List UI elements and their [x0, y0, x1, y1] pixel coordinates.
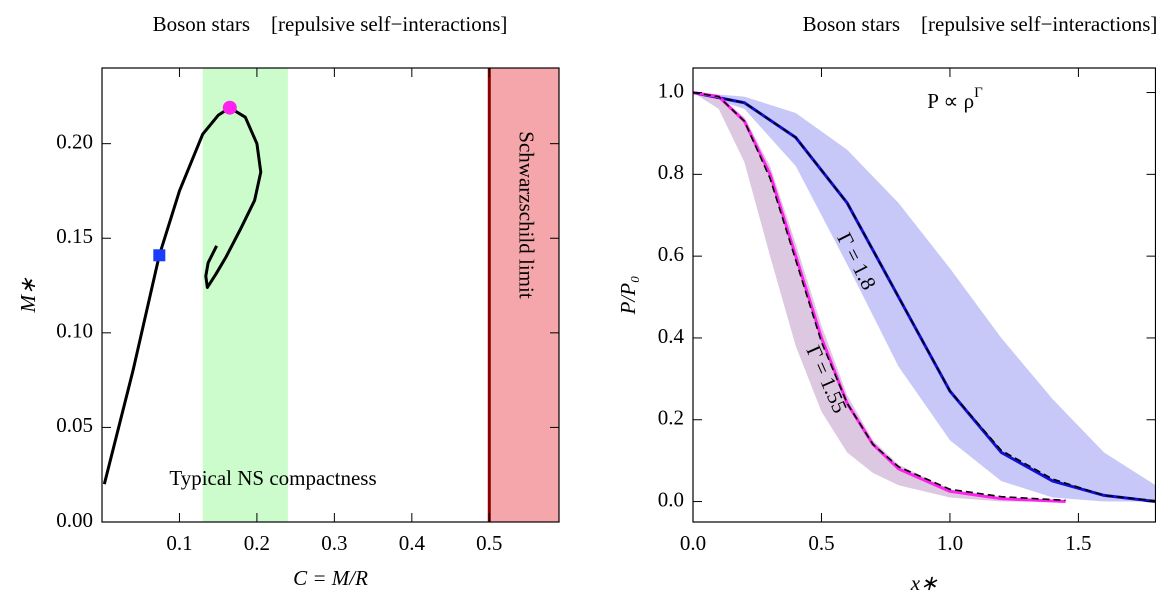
- shaded-region: [489, 68, 559, 522]
- x-tick-label: 1.0: [937, 531, 963, 555]
- y-axis-label: P/P₀: [616, 276, 640, 316]
- plot-area: [693, 91, 1155, 504]
- y-tick-label: 0.15: [56, 224, 93, 248]
- x-axis-label: x∗: [910, 571, 938, 594]
- y-tick-label: 0.05: [56, 413, 93, 437]
- curve: [102, 106, 263, 485]
- y-axis-label: M∗: [16, 277, 40, 313]
- y-tick-label: 0.00: [56, 508, 93, 532]
- x-tick-label: 0.0: [680, 531, 706, 555]
- x-tick-label: 0.2: [244, 531, 270, 555]
- x-tick-label: 0.5: [808, 531, 834, 555]
- region-label: Typical NS compactness: [169, 466, 376, 490]
- x-tick-label: 0.4: [399, 531, 426, 555]
- x-tick-label: 0.1: [166, 531, 192, 555]
- y-tick-label: 0.6: [658, 242, 684, 266]
- x-tick-label: 0.5: [476, 531, 502, 555]
- chart-title: Boson stars [repulsive self−interactions…: [803, 12, 1156, 36]
- y-tick-label: 0.20: [56, 129, 93, 153]
- curve: [693, 91, 1155, 502]
- y-tick-label: 0.0: [658, 487, 684, 511]
- annotation-sup: Γ: [974, 85, 983, 101]
- x-axis-label: C = M/R: [293, 566, 368, 590]
- x-tick-label: 1.5: [1065, 531, 1091, 555]
- x-tick-label: 0.3: [321, 531, 347, 555]
- marker: [153, 249, 166, 262]
- y-tick-label: 0.4: [658, 324, 685, 348]
- plot-area: [102, 68, 559, 522]
- marker: [222, 100, 237, 115]
- band: [693, 92, 1155, 502]
- y-tick-label: 0.10: [56, 319, 93, 343]
- shaded-region: [202, 68, 288, 522]
- y-tick-label: 0.8: [658, 160, 684, 184]
- chart-title: Boson stars [repulsive self−interactions…: [153, 12, 508, 36]
- region-label: Schwarzschild limit: [514, 131, 538, 299]
- y-tick-label: 0.2: [658, 406, 684, 430]
- frame: [101, 67, 560, 523]
- y-tick-label: 1.0: [658, 78, 684, 102]
- annotation: P ∝ ρΓ: [927, 85, 983, 112]
- annotation-text: P ∝ ρ: [927, 89, 974, 113]
- curve: [693, 91, 1066, 502]
